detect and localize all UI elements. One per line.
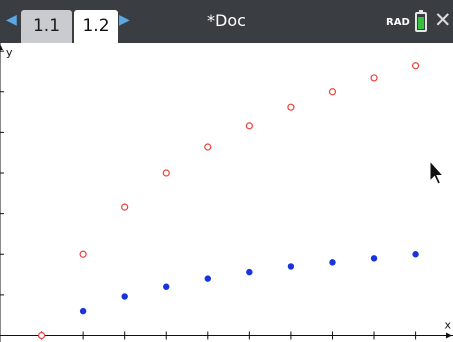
- data-point-series-1: [287, 103, 295, 111]
- data-point-series-1: [121, 203, 129, 211]
- data-point-series-2: [121, 293, 128, 300]
- tab-1-2[interactable]: 1.2: [74, 10, 118, 43]
- x-axis-label: x: [444, 319, 451, 332]
- x-axis-arrow: [446, 332, 452, 339]
- data-point-series-2: [204, 275, 211, 282]
- data-point-series-1: [245, 122, 253, 130]
- close-icon[interactable]: ✕: [434, 8, 452, 32]
- data-point-series-1: [411, 62, 420, 70]
- data-point-series-1: [370, 74, 378, 82]
- data-point-series-1: [79, 250, 87, 258]
- arrow-right-icon[interactable]: ▶: [119, 12, 130, 28]
- y-axis-label: y: [6, 46, 13, 59]
- data-point-series-1: [204, 143, 212, 151]
- toolbar: ◀ 1.1 1.2 ▶ *Doc RAD ✕: [0, 0, 453, 43]
- data-point-series-2: [287, 263, 295, 270]
- y-axis-arrow: [0, 44, 3, 50]
- data-point-series-1: [162, 169, 170, 177]
- document-title: *Doc: [207, 11, 246, 30]
- battery-level: [418, 17, 424, 29]
- data-point-series-2: [163, 283, 170, 290]
- data-point-series-1: [328, 88, 337, 96]
- data-point-series-2: [246, 268, 253, 276]
- graph-area[interactable]: 123456789100.51.1.52.2.53.3.5xy: [0, 43, 453, 342]
- data-point-series-2: [370, 255, 378, 262]
- arrow-left-icon[interactable]: ◀: [6, 12, 17, 28]
- data-point-series-2: [412, 251, 419, 258]
- battery-icon: [415, 10, 427, 32]
- tab-1-1[interactable]: 1.1: [21, 10, 72, 43]
- data-point-series-1: [37, 331, 46, 340]
- mouse-pointer-icon: [429, 160, 444, 185]
- data-point-series-2: [329, 259, 336, 266]
- angle-mode-indicator: RAD: [386, 17, 410, 28]
- data-point-series-2: [79, 307, 87, 315]
